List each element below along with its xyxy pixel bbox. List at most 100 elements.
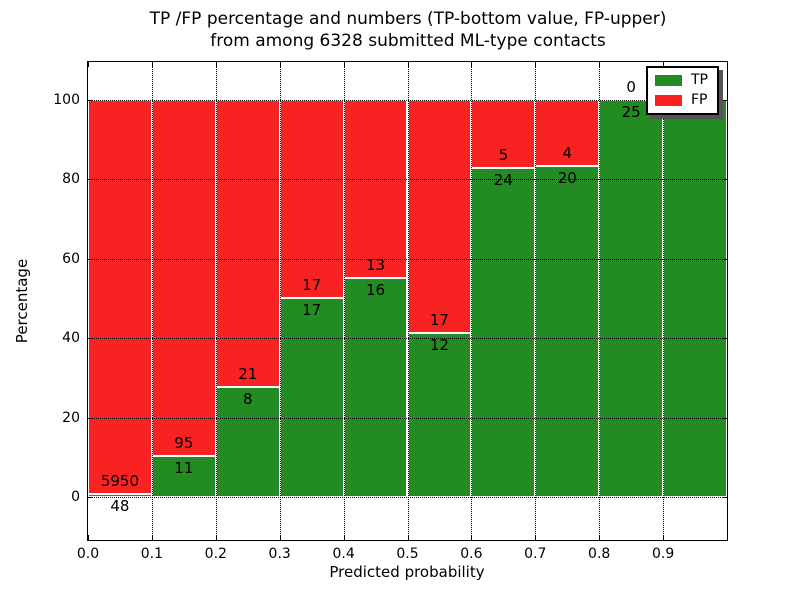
x-tick-label: 0.1	[140, 546, 164, 562]
tp-count-label: 20	[557, 168, 577, 187]
horizontal-gridline	[88, 179, 727, 181]
x-tickmark	[663, 62, 665, 67]
y-tickmark	[88, 99, 93, 101]
y-tick-label: 0	[71, 489, 80, 506]
x-tickmark	[279, 62, 281, 67]
tp-count-label: 8	[242, 390, 253, 409]
tp-bar-segment	[535, 165, 600, 498]
fp-count-label: 0	[626, 77, 636, 96]
horizontal-gridline	[88, 497, 727, 499]
tp-count-label: 48	[110, 496, 130, 515]
tp-color-swatch	[655, 75, 682, 86]
y-tickmark	[722, 179, 727, 181]
y-tickmark	[722, 338, 727, 340]
horizontal-gridline	[88, 338, 727, 340]
y-tick-label: 40	[62, 330, 80, 347]
vertical-gridline	[343, 62, 345, 540]
horizontal-gridline	[88, 417, 727, 419]
tp-bar-segment	[471, 168, 536, 498]
vertical-gridline	[471, 62, 473, 540]
fp-bar-segment	[535, 99, 600, 166]
fp-bar-segment	[407, 99, 472, 333]
y-tickmark	[722, 417, 727, 419]
x-tickmark	[215, 62, 217, 67]
y-tickmark	[88, 497, 93, 499]
vertical-gridline	[599, 62, 601, 540]
x-tickmark	[535, 62, 537, 67]
x-tick-label: 0.5	[396, 546, 419, 562]
legend-label-fp: FP	[691, 92, 708, 108]
x-tickmark	[88, 62, 89, 67]
y-tick-label: 20	[62, 409, 80, 426]
x-tickmark	[471, 62, 473, 67]
legend-item-fp: FP	[655, 93, 708, 108]
tp-bar-segment	[343, 277, 408, 498]
x-tick-label: 0.4	[332, 546, 355, 562]
tp-bar-segment	[407, 332, 472, 498]
chart-title: TP /FP percentage and numbers (TP-bottom…	[150, 8, 667, 52]
x-tickmark	[88, 535, 89, 540]
plot-area: 5950489511218171713161712524420025250.00…	[53, 61, 728, 562]
y-tickmark	[88, 258, 93, 260]
fp-count-label: 95	[174, 433, 194, 452]
y-tickmark	[88, 179, 93, 181]
x-tickmark	[407, 535, 409, 540]
x-tickmark	[215, 535, 217, 540]
x-tickmark	[535, 535, 537, 540]
vertical-gridline	[535, 62, 537, 540]
fp-bar-segment	[88, 99, 152, 494]
fp-count-label: 17	[429, 310, 449, 329]
y-tickmark	[722, 258, 727, 260]
vertical-gridline	[215, 62, 217, 540]
legend-item-tp: TP	[655, 73, 708, 88]
x-tick-label: 0.7	[524, 546, 547, 562]
x-tickmark	[407, 62, 409, 67]
y-tickmark	[88, 417, 93, 419]
tp-count-label: 12	[429, 335, 449, 354]
y-tickmark	[88, 338, 93, 340]
x-tickmark	[599, 62, 601, 67]
fp-bar-segment	[215, 99, 280, 388]
fp-color-swatch	[655, 95, 682, 106]
x-tickmark	[343, 62, 345, 67]
tp-count-label: 24	[493, 171, 513, 190]
fp-bar-segment	[279, 99, 344, 299]
y-tick-label: 80	[62, 171, 80, 188]
fp-bar-segment	[151, 99, 216, 456]
y-tickmark	[722, 99, 727, 101]
x-tickmark	[279, 535, 281, 540]
tp-bar-segment	[151, 455, 216, 498]
tp-bar-segment	[599, 99, 664, 498]
vertical-gridline	[279, 62, 281, 540]
chart-title-line1: TP /FP percentage and numbers (TP-bottom…	[149, 9, 667, 29]
fp-count-label: 4	[562, 143, 573, 162]
x-tick-label: 0.3	[268, 546, 291, 562]
legend-label-tp: TP	[691, 72, 708, 88]
x-tick-label: 0.9	[651, 546, 675, 562]
y-tick-label: 100	[53, 91, 80, 108]
tp-count-label: 25	[621, 102, 641, 121]
y-tickmark	[722, 497, 727, 499]
vertical-gridline	[663, 62, 665, 540]
x-tick-label: 0.2	[204, 546, 227, 562]
y-axis-label: Percentage	[13, 258, 31, 344]
fp-count-label: 17	[302, 276, 322, 295]
x-tickmark	[599, 535, 601, 540]
horizontal-gridline	[88, 258, 727, 260]
fp-count-label: 21	[238, 365, 258, 384]
legend: TP FP	[646, 66, 719, 115]
x-tick-label: 0.6	[460, 546, 483, 562]
fp-count-label: 5950	[100, 471, 140, 490]
x-tickmark	[151, 62, 153, 67]
x-tickmark	[471, 535, 473, 540]
tp-bar-segment	[279, 298, 344, 498]
fp-count-label: 13	[366, 255, 386, 274]
vertical-gridline	[407, 62, 409, 540]
x-axis-label: Predicted probability	[329, 563, 485, 581]
tp-count-label: 16	[366, 280, 386, 299]
chart-title-line2: from among 6328 submitted ML-type contac…	[210, 31, 606, 51]
tp-count-label: 11	[174, 458, 194, 477]
x-tickmark	[663, 535, 665, 540]
tp-count-label: 17	[302, 301, 322, 320]
